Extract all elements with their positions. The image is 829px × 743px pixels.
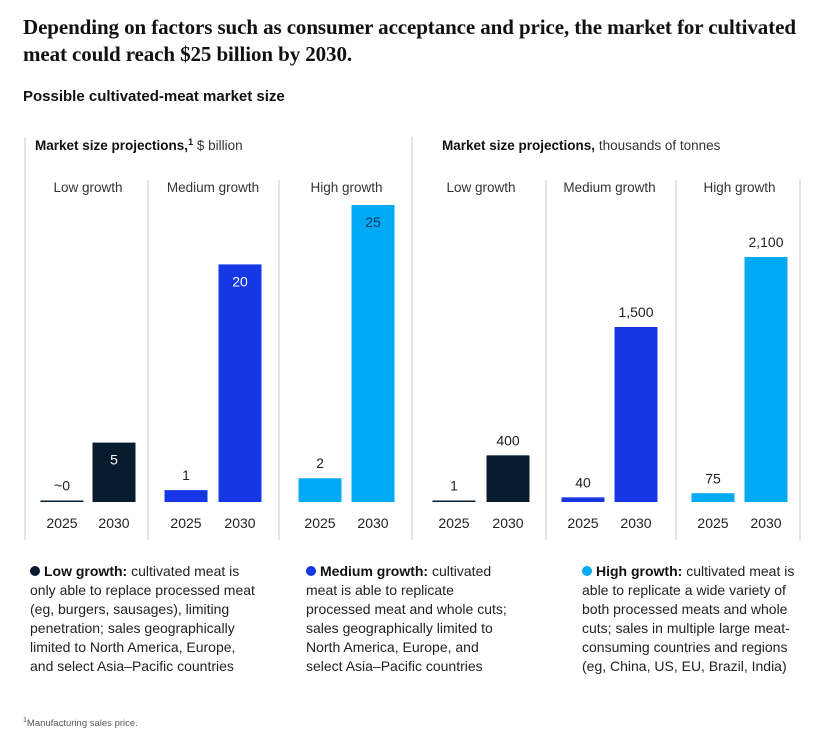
x-tick-label: 2030 (620, 515, 651, 531)
chart-title-bold: Market size projections, (442, 138, 595, 153)
legend-text: cultivated meat is able to replicate pro… (306, 563, 507, 674)
legend-high-growth: High growth: cultivated meat is able to … (582, 562, 797, 676)
x-tick-label: 2030 (224, 515, 255, 531)
footnote: 1Manufacturing sales price. (23, 717, 138, 729)
x-tick-label: 2025 (170, 515, 201, 531)
chart-title: Market size projections, thousands of to… (442, 138, 721, 153)
data-label: 2,100 (748, 234, 783, 250)
group-label-medium: Medium growth (167, 180, 259, 195)
bar-high-2025 (298, 478, 342, 502)
group-label-high: High growth (310, 180, 382, 195)
data-label: 20 (232, 273, 248, 289)
x-tick-label: 2025 (438, 515, 469, 531)
data-label: 5 (110, 452, 118, 468)
bar-medium-2030 (614, 327, 658, 502)
data-label: 40 (575, 474, 591, 490)
legend-label: High growth: (596, 563, 683, 579)
chart-title-bold: Market size projections, (35, 138, 188, 153)
legend-low-growth: Low growth: cultivated meat is only able… (30, 562, 260, 676)
bar-high-2030 (351, 205, 395, 502)
data-label: 2 (316, 455, 324, 471)
legend-medium-growth: Medium growth: cultivated meat is able t… (306, 562, 516, 676)
headline: Depending on factors such as consumer ac… (23, 15, 796, 66)
data-label: 400 (496, 432, 520, 448)
bar-low-2030 (92, 442, 136, 502)
data-label: 75 (705, 470, 721, 486)
data-label: ~0 (54, 478, 70, 494)
bar-low-2025 (40, 500, 84, 502)
x-tick-label: 2025 (46, 515, 77, 531)
x-tick-label: 2030 (357, 515, 388, 531)
chart-title-unit: $ billion (193, 138, 243, 153)
footnote-text: Manufacturing sales price. (26, 718, 138, 730)
group-label-low: Low growth (446, 180, 515, 195)
x-tick-label: 2030 (750, 515, 781, 531)
x-tick-label: 2030 (98, 515, 129, 531)
bar-low-2025 (432, 500, 476, 502)
bar-medium-2025 (164, 490, 208, 502)
data-label: 1,500 (618, 304, 653, 320)
medium-growth-dot-icon (306, 566, 316, 576)
x-tick-label: 2025 (304, 515, 335, 531)
bar-medium-2025 (561, 497, 605, 502)
legend-label: Medium growth: (320, 563, 429, 579)
high-growth-dot-icon (582, 566, 592, 576)
chart-subtitle: Possible cultivated-meat market size (23, 88, 285, 105)
bar-high-2025 (691, 493, 735, 502)
footnote-marker: 1 (23, 717, 27, 724)
x-tick-label: 2030 (492, 515, 523, 531)
bar-high-2030 (744, 257, 788, 502)
group-label-medium: Medium growth (563, 180, 655, 195)
legend-text: cultivated meat is only able to replace … (30, 563, 255, 674)
chart-title-unit: thousands of tonnes (595, 138, 721, 153)
data-label: 1 (182, 467, 190, 483)
group-label-low: Low growth (53, 180, 122, 195)
x-tick-label: 2025 (567, 515, 598, 531)
group-label-high: High growth (703, 180, 775, 195)
chart-title-superscript: 1 (188, 137, 193, 147)
bar-low-2030 (486, 455, 530, 502)
data-label: 1 (450, 478, 458, 494)
chart-title: Market size projections,1 $ billion (35, 137, 243, 153)
legend-text: cultivated meat is able to replicate a w… (582, 563, 795, 674)
x-tick-label: 2025 (697, 515, 728, 531)
data-label: 25 (365, 214, 381, 230)
bar-medium-2030 (218, 264, 262, 502)
low-growth-dot-icon (30, 566, 40, 576)
legend-label: Low growth: (44, 563, 128, 579)
